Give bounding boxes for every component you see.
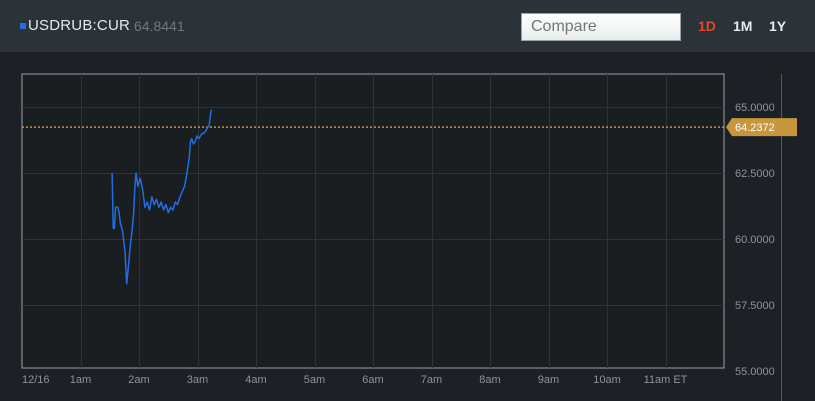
x-tick-label: 1am: [70, 374, 91, 386]
x-tick-label: 4am: [245, 374, 266, 386]
x-tick-label: 11am ET: [644, 374, 688, 386]
current-price: 64.8441: [134, 18, 185, 34]
y-tick-label: 62.5000: [735, 168, 775, 180]
series-line: [111, 109, 213, 285]
series-color-icon: [20, 23, 26, 29]
x-tick-label: 12/16: [22, 374, 50, 386]
ticker-symbol: USDRUB:CUR: [28, 17, 131, 34]
x-tick-label: 7am: [421, 374, 442, 386]
last-price-marker: [726, 118, 797, 137]
x-tick-label: 5am: [304, 374, 325, 386]
compare-input[interactable]: [521, 13, 681, 41]
x-tick-label: 10am: [593, 374, 621, 386]
y-tick-label: 57.5000: [735, 300, 775, 312]
y-tick-label: 65.0000: [735, 102, 775, 114]
range-1m-button[interactable]: 1M: [733, 18, 753, 34]
x-tick-label: 9am: [538, 374, 559, 386]
y-tick-label: 60.0000: [735, 234, 775, 246]
last-price-label: 64.2372: [735, 122, 775, 134]
chart-header: USDRUB:CUR 64.8441 1D 1M 1Y: [0, 0, 815, 52]
range-1y-button[interactable]: 1Y: [769, 18, 787, 34]
x-tick-label: 8am: [479, 374, 500, 386]
x-tick-label: 6am: [362, 374, 383, 386]
range-1d-button[interactable]: 1D: [698, 18, 716, 34]
x-tick-label: 2am: [128, 374, 149, 386]
x-tick-label: 3am: [187, 374, 208, 386]
y-tick-label: 55.0000: [735, 366, 775, 378]
